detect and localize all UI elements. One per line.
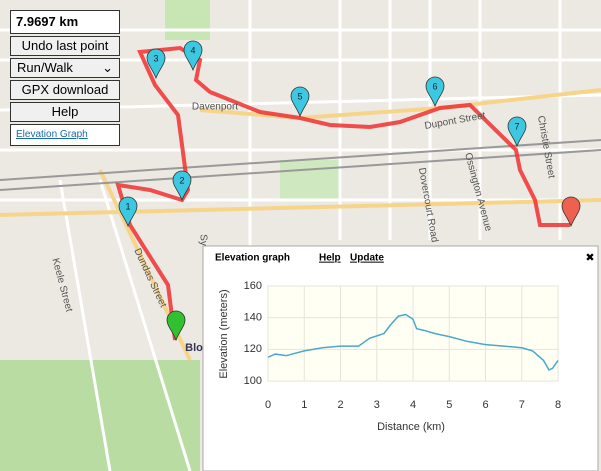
popup-help[interactable]: Help xyxy=(319,253,341,264)
x-tick-label: 5 xyxy=(446,399,452,411)
waypoint-marker xyxy=(172,170,192,202)
start-marker xyxy=(166,310,186,342)
elevation-line xyxy=(267,313,559,371)
waypoint-number: 2 xyxy=(179,175,184,185)
distance: 7.9697 km xyxy=(10,10,120,34)
street-label: Davenport xyxy=(192,102,238,113)
undo-button[interactable]: Undo last point xyxy=(10,36,120,56)
route xyxy=(115,45,570,341)
y-tick-label: 120 xyxy=(244,343,262,355)
x-tick-label: 2 xyxy=(337,399,343,411)
gpx-button[interactable]: GPX download xyxy=(10,80,120,100)
x-tick-label: 4 xyxy=(410,399,416,411)
park xyxy=(280,160,340,200)
end-marker xyxy=(561,196,581,228)
waypoint-number: 5 xyxy=(297,91,302,101)
elevation-link[interactable]: Elevation Graph xyxy=(16,129,88,140)
x-tick-label: 7 xyxy=(519,399,525,411)
waypoint-marker xyxy=(425,76,445,108)
railway xyxy=(0,139,601,191)
waypoint-marker xyxy=(507,116,527,148)
waypoint-marker xyxy=(118,196,138,228)
waypoint-number: 7 xyxy=(514,121,519,131)
popup-title: Elevation graph xyxy=(215,253,290,264)
popup-update[interactable]: Update xyxy=(350,253,384,264)
waypoint-marker xyxy=(290,86,310,118)
y-axis-label: Elevation (meters) xyxy=(218,289,230,378)
street-label: Sy xyxy=(197,234,208,246)
x-axis-label: Distance (km) xyxy=(377,421,445,433)
waypoint-number: 6 xyxy=(432,81,437,91)
x-tick-label: 1 xyxy=(301,399,307,411)
waypoint-number: 1 xyxy=(125,201,130,211)
x-tick-label: 6 xyxy=(482,399,488,411)
x-tick-label: 0 xyxy=(265,399,271,411)
help-button[interactable]: Help xyxy=(10,102,120,122)
park xyxy=(165,0,210,40)
link-box: Elevation Graph xyxy=(10,124,120,146)
x-tick-label: 3 xyxy=(374,399,380,411)
waypoint-marker xyxy=(183,40,203,72)
waypoint-number: 3 xyxy=(153,53,158,63)
waypoint-number: 4 xyxy=(190,45,195,55)
x-tick-label: 8 xyxy=(555,399,561,411)
y-tick-label: 100 xyxy=(244,375,262,387)
waypoint-marker xyxy=(146,48,166,80)
mode-text: Run/Walk xyxy=(17,60,73,75)
popup-close[interactable]: ✖ xyxy=(585,252,594,264)
street-label: Blo xyxy=(185,342,203,354)
mode-select[interactable]: Run/Walk ⌄ xyxy=(10,58,120,78)
y-tick-label: 140 xyxy=(244,312,262,324)
y-tick-label: 160 xyxy=(244,280,262,292)
chevron: ⌄ xyxy=(102,60,113,75)
